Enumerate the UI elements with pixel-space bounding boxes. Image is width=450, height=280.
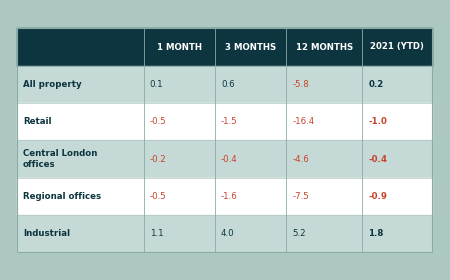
Text: Central London
offices: Central London offices — [23, 149, 97, 169]
Bar — [17, 28, 432, 66]
Text: -4.6: -4.6 — [292, 155, 309, 164]
Text: 1.8: 1.8 — [368, 229, 384, 238]
Text: -7.5: -7.5 — [292, 192, 309, 201]
Text: All property: All property — [23, 80, 81, 89]
Bar — [17, 103, 432, 140]
Text: Industrial: Industrial — [23, 229, 70, 238]
Bar — [17, 66, 432, 103]
Bar — [17, 215, 432, 252]
Text: -16.4: -16.4 — [292, 117, 315, 126]
Text: 1 MONTH: 1 MONTH — [157, 43, 202, 52]
Bar — [17, 140, 432, 178]
Text: 3 MONTHS: 3 MONTHS — [225, 43, 276, 52]
Text: -5.8: -5.8 — [292, 80, 309, 89]
Bar — [17, 28, 432, 252]
Text: -0.2: -0.2 — [149, 155, 166, 164]
Text: 0.2: 0.2 — [368, 80, 383, 89]
Text: -0.5: -0.5 — [149, 117, 166, 126]
Text: -0.9: -0.9 — [368, 192, 387, 201]
Text: 2021 (YTD): 2021 (YTD) — [370, 43, 424, 52]
Bar — [17, 178, 432, 215]
Text: 0.1: 0.1 — [149, 80, 163, 89]
Text: 0.6: 0.6 — [221, 80, 234, 89]
Text: -0.5: -0.5 — [149, 192, 166, 201]
Text: 1.1: 1.1 — [149, 229, 163, 238]
Text: -0.4: -0.4 — [221, 155, 238, 164]
Text: -1.0: -1.0 — [368, 117, 387, 126]
Text: 12 MONTHS: 12 MONTHS — [296, 43, 353, 52]
Text: -1.6: -1.6 — [221, 192, 238, 201]
Text: -0.4: -0.4 — [368, 155, 387, 164]
Text: Retail: Retail — [23, 117, 51, 126]
Text: 4.0: 4.0 — [221, 229, 234, 238]
Text: 5.2: 5.2 — [292, 229, 306, 238]
Text: -1.5: -1.5 — [221, 117, 238, 126]
Text: Regional offices: Regional offices — [23, 192, 101, 201]
